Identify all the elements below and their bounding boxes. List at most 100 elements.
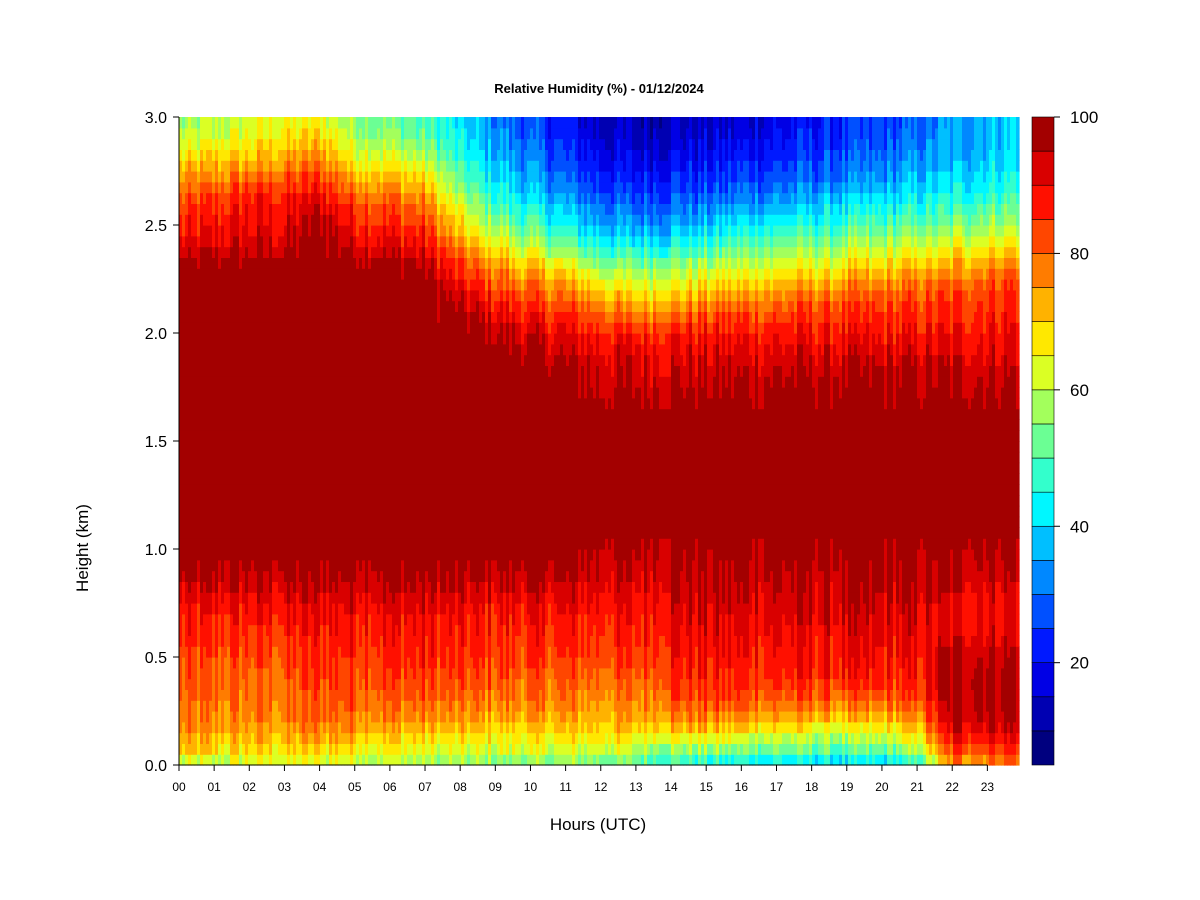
- heatmap-cell: [182, 117, 186, 129]
- heatmap-cell: [236, 657, 240, 669]
- heatmap-cell: [206, 322, 210, 334]
- heatmap-cell: [419, 311, 423, 323]
- heatmap-cell: [236, 721, 240, 734]
- heatmap-cell: [392, 279, 396, 291]
- heatmap-cell: [266, 127, 270, 140]
- heatmap-cell: [221, 495, 225, 507]
- heatmap-cell: [233, 559, 237, 572]
- heatmap-cell: [182, 732, 186, 744]
- heatmap-cell: [239, 430, 243, 442]
- heatmap-cell: [326, 505, 330, 518]
- heatmap-cell: [290, 570, 294, 582]
- heatmap-cell: [377, 387, 381, 399]
- heatmap-cell: [185, 505, 189, 518]
- heatmap-cell: [233, 732, 237, 744]
- heatmap-cell: [185, 473, 189, 485]
- heatmap-cell: [179, 538, 183, 550]
- heatmap-cell: [317, 171, 321, 183]
- heatmap-cell: [236, 397, 240, 410]
- heatmap-cell: [272, 592, 276, 604]
- heatmap-cell: [257, 419, 261, 431]
- heatmap-cell: [290, 635, 294, 647]
- heatmap-cell: [224, 581, 228, 593]
- heatmap-cell: [218, 678, 222, 690]
- heatmap-cell: [311, 549, 315, 561]
- heatmap-cell: [341, 333, 345, 345]
- heatmap-cell: [383, 127, 387, 140]
- heatmap-cell: [299, 333, 303, 345]
- heatmap-cell: [275, 171, 279, 183]
- heatmap-cell: [206, 484, 210, 496]
- heatmap-cell: [218, 495, 222, 507]
- heatmap-cell: [314, 160, 318, 172]
- heatmap-cell: [191, 484, 195, 496]
- heatmap-cell: [281, 667, 285, 680]
- heatmap-cell: [326, 624, 330, 636]
- heatmap-cell: [275, 495, 279, 507]
- heatmap-cell: [419, 300, 423, 312]
- heatmap-cell: [182, 225, 186, 237]
- heatmap-cell: [257, 127, 261, 140]
- heatmap-cell: [281, 462, 285, 474]
- heatmap-cell: [290, 322, 294, 334]
- heatmap-cell: [329, 635, 333, 647]
- heatmap-cell: [356, 300, 360, 312]
- heatmap-cell: [332, 171, 336, 183]
- heatmap-cell: [410, 721, 414, 734]
- heatmap-cell: [317, 268, 321, 280]
- heatmap-cell: [242, 495, 246, 507]
- heatmap-cell: [335, 581, 339, 593]
- heatmap-cell: [242, 473, 246, 485]
- heatmap-cell: [296, 365, 300, 377]
- heatmap-cell: [311, 203, 315, 215]
- heatmap-cell: [224, 667, 228, 680]
- heatmap-cell: [206, 505, 210, 518]
- heatmap-cell: [284, 646, 288, 658]
- heatmap-cell: [260, 160, 264, 172]
- heatmap-cell: [326, 203, 330, 215]
- heatmap-cell: [335, 624, 339, 636]
- heatmap-cell: [254, 657, 258, 669]
- heatmap-cell: [332, 235, 336, 248]
- heatmap-cell: [392, 473, 396, 485]
- heatmap-cell: [269, 181, 273, 194]
- heatmap-cell: [392, 246, 396, 258]
- heatmap-cell: [233, 171, 237, 183]
- heatmap-cell: [209, 343, 213, 356]
- heatmap-cell: [329, 268, 333, 280]
- heatmap-cell: [425, 268, 429, 280]
- heatmap-cell: [395, 721, 399, 734]
- heatmap-cell: [260, 657, 264, 669]
- heatmap-cell: [371, 257, 375, 269]
- heatmap-cell: [299, 743, 303, 755]
- heatmap-cell: [197, 624, 201, 636]
- heatmap-cell: [296, 408, 300, 420]
- heatmap-cell: [230, 397, 234, 410]
- heatmap-cell: [269, 300, 273, 312]
- heatmap-cell: [245, 343, 249, 356]
- heatmap-cell: [275, 343, 279, 356]
- heatmap-cell: [197, 181, 201, 194]
- heatmap-cell: [251, 646, 255, 658]
- heatmap-cell: [239, 473, 243, 485]
- heatmap-cell: [233, 613, 237, 626]
- heatmap-cell: [245, 127, 249, 140]
- heatmap-cell: [218, 624, 222, 636]
- heatmap-cell: [302, 203, 306, 215]
- heatmap-cell: [197, 333, 201, 345]
- heatmap-cell: [185, 538, 189, 550]
- heatmap-cell: [194, 581, 198, 593]
- heatmap-cell: [248, 300, 252, 312]
- heatmap-cell: [290, 613, 294, 626]
- heatmap-cell: [179, 235, 183, 248]
- heatmap-cell: [302, 311, 306, 323]
- heatmap-cell: [263, 268, 267, 280]
- heatmap-cell: [413, 333, 417, 345]
- heatmap-cell: [413, 160, 417, 172]
- heatmap-cell: [209, 592, 213, 604]
- heatmap-cell: [320, 657, 324, 669]
- heatmap-cell: [398, 484, 402, 496]
- heatmap-cell: [287, 149, 291, 161]
- heatmap-cell: [377, 117, 381, 129]
- heatmap-cell: [266, 322, 270, 334]
